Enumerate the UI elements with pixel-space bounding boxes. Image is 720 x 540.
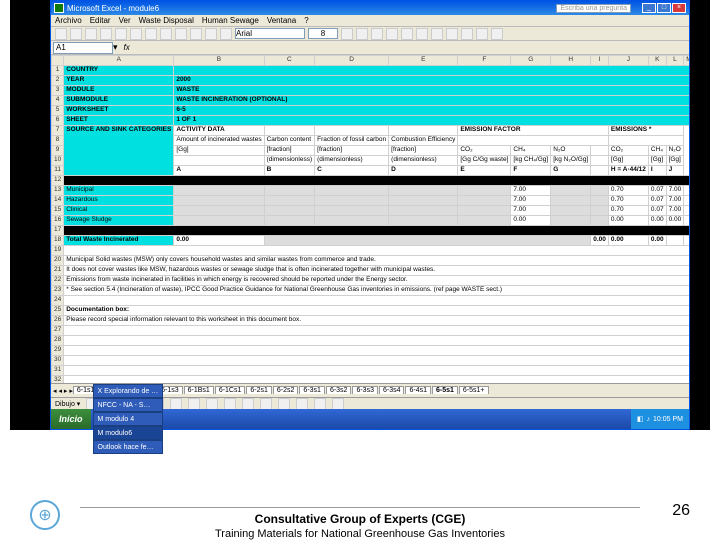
menu-item[interactable]: Waste Disposal <box>139 16 194 25</box>
help-prompt[interactable]: Escriba una pregunta <box>556 4 631 13</box>
taskbar-item[interactable]: M modulo 4 <box>93 412 164 426</box>
arrow-icon[interactable] <box>170 398 182 410</box>
italic-icon[interactable] <box>356 28 368 40</box>
menu-item[interactable]: Human Sewage <box>202 16 259 25</box>
toolbar-1: Arial 8 <box>51 27 689 41</box>
linecolor-icon[interactable] <box>296 398 308 410</box>
menu-item[interactable]: Archivo <box>55 16 82 25</box>
fontcolor-icon[interactable] <box>491 28 503 40</box>
align-right-icon[interactable] <box>416 28 428 40</box>
menu-item[interactable]: Ver <box>119 16 131 25</box>
minimize-button[interactable]: _ <box>642 3 656 13</box>
footer-subtitle: Training Materials for National Greenhou… <box>0 528 720 540</box>
paste-icon[interactable] <box>145 28 157 40</box>
start-button[interactable]: Inicio <box>51 409 91 429</box>
menu-item[interactable]: Editar <box>90 16 111 25</box>
taskbar-item[interactable]: X Explorando de … <box>93 384 164 398</box>
align-left-icon[interactable] <box>386 28 398 40</box>
3d-icon[interactable] <box>332 398 344 410</box>
fill-icon[interactable] <box>278 398 290 410</box>
taskbar-item[interactable]: NFCC - NA - S… <box>93 398 164 412</box>
window-title: Microsoft Excel - module6 <box>67 4 159 13</box>
new-icon[interactable] <box>55 28 67 40</box>
sheet-tab[interactable]: 6-2s1 <box>246 386 272 394</box>
borders-icon[interactable] <box>461 28 473 40</box>
bold-icon[interactable] <box>341 28 353 40</box>
print-icon[interactable] <box>100 28 112 40</box>
sheet-tab[interactable]: 6-3s3 <box>352 386 378 394</box>
taskbar-item[interactable]: M modulo6 <box>93 426 164 440</box>
menu-item[interactable]: Ventana <box>267 16 296 25</box>
tray-icon: ◧ <box>637 415 644 423</box>
save-icon[interactable] <box>85 28 97 40</box>
textbox-icon[interactable] <box>224 398 236 410</box>
draw-menu[interactable]: Dibujo ▾ <box>55 400 80 408</box>
excel-window: Microsoft Excel - module6 Escriba una pr… <box>50 0 690 430</box>
page-number: 26 <box>672 502 690 520</box>
cut-icon[interactable] <box>115 28 127 40</box>
sort-icon[interactable] <box>205 28 217 40</box>
percent-icon[interactable] <box>446 28 458 40</box>
menubar: Archivo Editar Ver Waste Disposal Human … <box>51 15 689 27</box>
clipart-icon[interactable] <box>260 398 272 410</box>
fx-icon[interactable]: fx <box>124 43 130 52</box>
underline-icon[interactable] <box>371 28 383 40</box>
footer-title: Consultative Group of Experts (CGE) <box>0 512 720 526</box>
sheet-tab[interactable]: 6-3s1 <box>299 386 325 394</box>
open-icon[interactable] <box>70 28 82 40</box>
currency-icon[interactable] <box>431 28 443 40</box>
sum-icon[interactable] <box>190 28 202 40</box>
sheet-tab[interactable]: 6-4s1 <box>405 386 431 394</box>
sheet-tab[interactable]: 6-5s1 <box>432 386 458 394</box>
sheet-tab[interactable]: 6-1Bs1 <box>184 386 214 394</box>
sheet-tab[interactable]: 6-1Cs1 <box>215 386 246 394</box>
fontsize-select[interactable]: 8 <box>308 28 338 39</box>
redo-icon[interactable] <box>175 28 187 40</box>
name-box[interactable]: A1 <box>53 42 113 54</box>
menu-item[interactable]: ? <box>304 16 308 25</box>
sheet-tab[interactable]: 6-3s2 <box>326 386 352 394</box>
sheet-tab[interactable]: 6-2s2 <box>273 386 299 394</box>
close-button[interactable]: × <box>672 3 686 13</box>
clock: 10:05 PM <box>653 416 683 423</box>
taskbar-item[interactable]: Outlook hace fe… <box>93 440 164 454</box>
align-center-icon[interactable] <box>401 28 413 40</box>
oval-icon[interactable] <box>206 398 218 410</box>
grid[interactable]: ABCDEFGHIJKLM1COUNTRY2YEAR20003MODULEWAS… <box>51 55 689 383</box>
slide-footer: ⊕ Consultative Group of Experts (CGE) Tr… <box>0 497 720 540</box>
taskbar: Inicio X Explorando de …NFCC - NA - S…M … <box>51 409 689 429</box>
tray-icon: ♪ <box>647 416 651 423</box>
excel-icon <box>54 3 64 13</box>
copy-icon[interactable] <box>130 28 142 40</box>
unfccc-logo-icon: ⊕ <box>30 500 60 530</box>
undo-icon[interactable] <box>160 28 172 40</box>
font-select[interactable]: Arial <box>235 28 305 39</box>
chart-icon[interactable] <box>220 28 232 40</box>
fillcolor-icon[interactable] <box>476 28 488 40</box>
maximize-button[interactable]: □ <box>657 3 671 13</box>
tab-nav[interactable]: ◂ ◂ ▸ ▸ <box>53 387 73 395</box>
system-tray[interactable]: ◧ ♪ 10:05 PM <box>631 409 689 429</box>
formula-bar: A1 ▾ fx <box>51 41 689 55</box>
rect-icon[interactable] <box>188 398 200 410</box>
sheet-tab[interactable]: 6-3s4 <box>379 386 405 394</box>
wordart-icon[interactable] <box>242 398 254 410</box>
titlebar: Microsoft Excel - module6 Escriba una pr… <box>51 1 689 15</box>
shadow-icon[interactable] <box>314 398 326 410</box>
sheet-tab[interactable]: 6-5s1+ <box>459 386 489 394</box>
